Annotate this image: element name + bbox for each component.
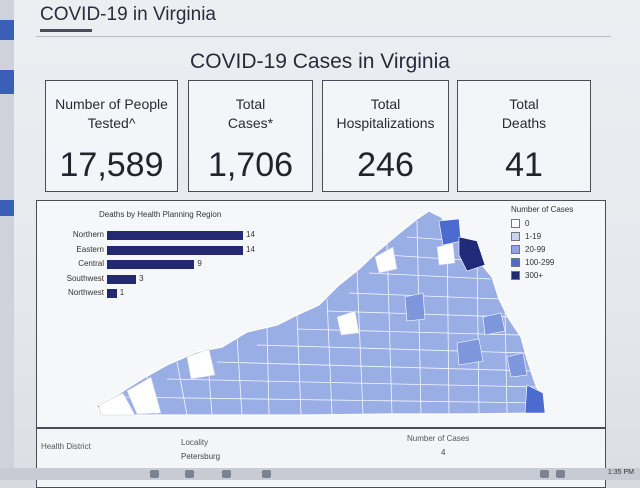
bar[interactable]: [107, 245, 243, 255]
deaths-label: Total Deaths: [458, 95, 590, 133]
white-counties: [98, 242, 456, 416]
legend-item[interactable]: 300+: [511, 271, 573, 283]
column-header-number-of-cases[interactable]: Number of Cases: [407, 434, 470, 443]
hospitalizations-label: Total Hospitalizations: [323, 95, 448, 133]
tested-card: Number of People Tested^ 17,589: [45, 80, 178, 192]
cases-label-line2: Cases*: [227, 115, 274, 131]
legend-title: Number of Cases: [511, 205, 574, 214]
bar-value-label: 1: [119, 288, 125, 297]
header-divider: [36, 36, 611, 37]
map-legend: Number of Cases 0 1-19 20-99 100-299 300…: [511, 205, 573, 284]
northern-va-dark: [438, 218, 462, 246]
deaths-label-line1: Total: [509, 96, 539, 112]
bar-value-label: 14: [246, 230, 255, 239]
bar-category-label: Eastern: [76, 244, 104, 254]
volume-icon[interactable]: [556, 470, 565, 478]
bar-row[interactable]: Northwest 1: [37, 288, 337, 299]
taskbar-clock: 1:35 PM: [607, 469, 634, 476]
legend-label: 300+: [525, 271, 544, 280]
side-strip-marker: [0, 200, 14, 216]
fairfax-county: [458, 236, 486, 272]
taskbar-app-icon[interactable]: [222, 470, 231, 478]
page-header: COVID-19 in Virginia: [40, 4, 217, 25]
cases-value: 1,706: [207, 146, 294, 184]
mid-blue-counties: [404, 292, 528, 378]
bar[interactable]: [107, 260, 195, 269]
bar-value-label: 14: [246, 244, 255, 254]
hospitalizations-label-line2: Hospitalizations: [336, 115, 435, 131]
bar-category-label: Southwest: [66, 273, 104, 283]
deaths-card: Total Deaths 41: [457, 80, 591, 192]
map-chart-panel: Deaths by Health Planning Region Norther…: [36, 200, 606, 428]
table-cell-locality: Petersburg: [181, 452, 221, 461]
tested-value: 17,589: [59, 146, 164, 184]
legend-item[interactable]: 0: [511, 219, 573, 231]
bar-row[interactable]: Central 9: [37, 259, 337, 270]
bar-category-label: Central: [78, 259, 104, 268]
bar-chart-title: Deaths by Health Planning Region: [99, 210, 222, 219]
virginia-county-map[interactable]: [87, 207, 547, 421]
bar-category-label: Northwest: [67, 288, 104, 297]
bar[interactable]: [107, 274, 137, 284]
cases-card: Total Cases* 1,706: [188, 80, 313, 192]
legend-swatch: [511, 219, 520, 228]
hospitalizations-label-line1: Total: [370, 96, 401, 112]
legend-label: 1-19: [525, 232, 542, 241]
tested-label-line2: Tested^: [87, 115, 136, 131]
os-taskbar: 1:35 PM: [0, 468, 640, 480]
bar-row[interactable]: Northern 14: [37, 230, 337, 241]
taskbar-app-icon[interactable]: [262, 470, 271, 478]
cases-label: Total Cases*: [189, 95, 312, 133]
table-cell-cases: 4: [441, 448, 446, 457]
legend-swatch: [511, 258, 520, 267]
dashboard-title: COVID-19 Cases in Virginia: [190, 50, 450, 73]
legend-swatch: [511, 232, 520, 241]
deaths-value: 41: [505, 146, 543, 184]
deaths-label-line2: Deaths: [501, 115, 547, 131]
column-header-health-district[interactable]: Health District: [41, 442, 91, 451]
bar[interactable]: [107, 289, 117, 298]
legend-label: 100-299: [525, 258, 555, 267]
hampton-roads: [524, 384, 546, 414]
side-strip-marker: [0, 70, 14, 94]
hospitalizations-card: Total Hospitalizations 246: [322, 80, 449, 192]
legend-item[interactable]: 100-299: [511, 258, 573, 270]
column-header-locality[interactable]: Locality: [181, 438, 209, 447]
legend-swatch: [511, 245, 520, 254]
cases-label-line1: Total: [235, 96, 266, 112]
wifi-icon[interactable]: [540, 470, 549, 478]
legend-label: 0: [525, 219, 530, 228]
legend-item[interactable]: 1-19: [511, 232, 573, 244]
bar-row[interactable]: Eastern 14: [37, 245, 337, 256]
legend-item[interactable]: 20-99: [511, 245, 573, 257]
hospitalizations-value: 246: [357, 146, 414, 184]
bar-value-label: 3: [139, 273, 144, 283]
legend-swatch: [511, 271, 520, 280]
tested-label-line1: Number of People: [55, 96, 168, 112]
bar-value-label: 9: [197, 259, 202, 268]
bar-row[interactable]: Southwest 3: [37, 274, 337, 285]
bar-category-label: Northern: [72, 230, 104, 239]
side-strip-marker: [0, 20, 14, 40]
taskbar-app-icon[interactable]: [150, 470, 159, 478]
header-underline: [40, 29, 92, 32]
browser-side-strip: [0, 0, 14, 470]
taskbar-app-icon[interactable]: [185, 470, 194, 478]
bar[interactable]: [107, 231, 243, 240]
legend-label: 20-99: [525, 245, 546, 254]
tested-label: Number of People Tested^: [46, 95, 177, 133]
